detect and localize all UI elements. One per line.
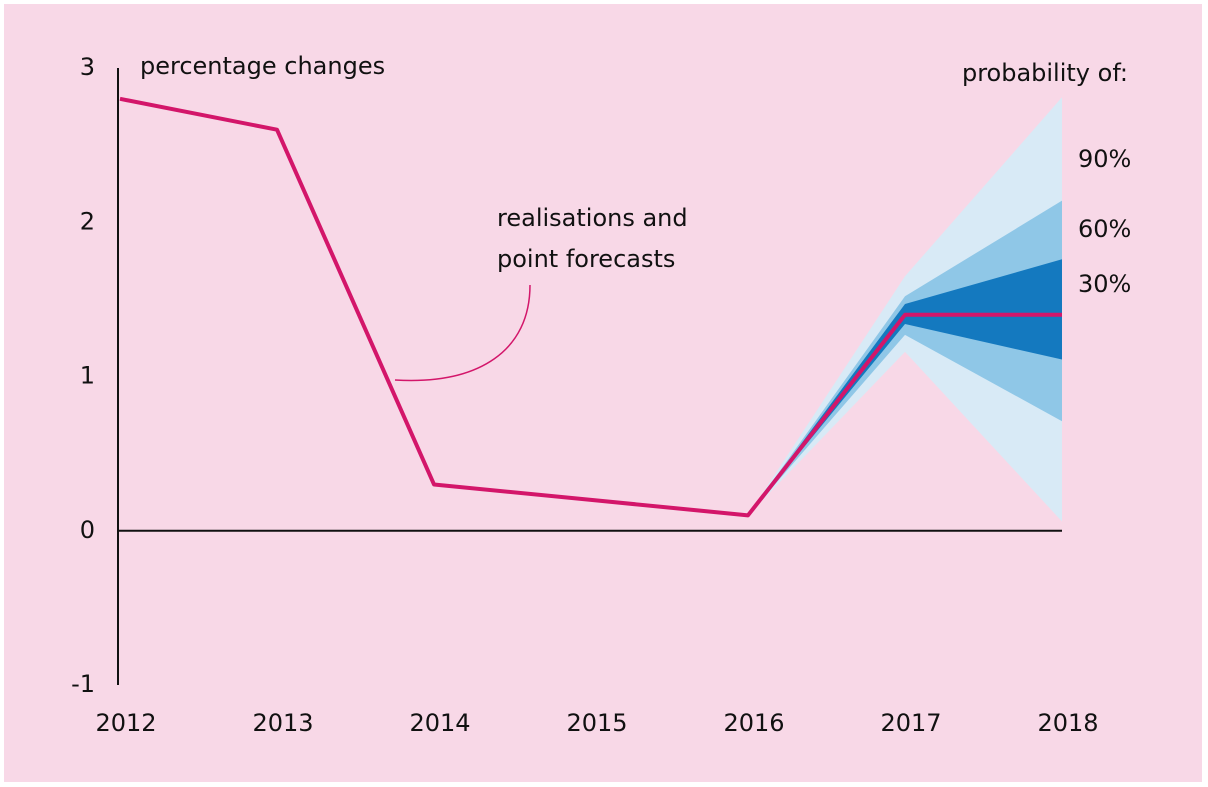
- x-tick-label: 2014: [409, 709, 470, 737]
- legend-title: probability of:: [962, 59, 1128, 87]
- y-tick-label: 3: [80, 53, 95, 81]
- x-tick-label: 2018: [1037, 709, 1098, 737]
- line: [119, 96, 1062, 518]
- y-tick-label: 2: [80, 207, 95, 235]
- x-tick-label: 2012: [95, 709, 156, 737]
- y-axis-label: percentage changes: [140, 52, 385, 80]
- annotation-leader: [394, 284, 531, 382]
- x-tick-label: 2017: [880, 709, 941, 737]
- x-tick-label: 2015: [566, 709, 627, 737]
- annotation: point forecasts: [497, 245, 675, 273]
- band-label: 30%: [1078, 270, 1131, 298]
- y-tick-label: 1: [80, 362, 95, 390]
- fan-band: [748, 200, 1062, 516]
- fan-band: [748, 259, 1062, 516]
- y-tick-label: -1: [71, 670, 95, 698]
- x-tick-label: 2016: [723, 709, 784, 737]
- annotation: realisations and: [497, 204, 688, 232]
- band-label: 60%: [1078, 215, 1131, 243]
- y-tick-label: 0: [80, 516, 95, 544]
- band-label: 90%: [1078, 145, 1131, 173]
- x-tick-label: 2013: [252, 709, 313, 737]
